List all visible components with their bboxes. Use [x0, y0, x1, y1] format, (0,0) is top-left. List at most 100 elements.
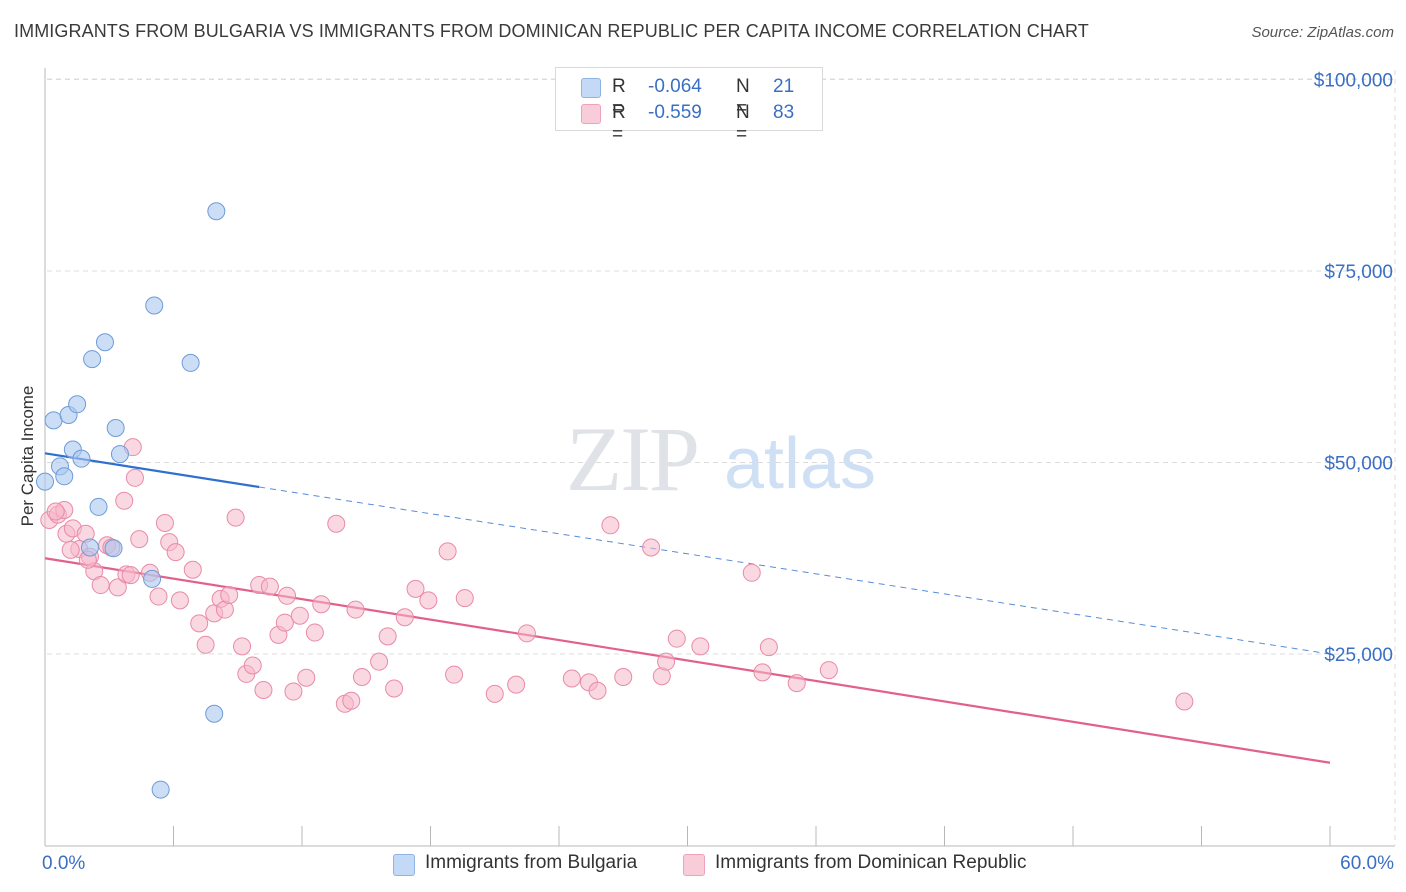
- point-dominican: [275, 613, 294, 632]
- point-dominican: [385, 679, 404, 698]
- point-dominican: [352, 667, 371, 686]
- point-dominican: [226, 508, 245, 527]
- y-axis-label: Per Capita Income: [18, 385, 37, 527]
- point-dominican: [115, 491, 134, 510]
- point-dominican: [170, 591, 189, 610]
- legend-n-value: 83: [773, 102, 795, 123]
- trend-line-bulgaria-extension: [259, 486, 1331, 655]
- legend-n-value: 21: [773, 76, 795, 97]
- point-dominican: [342, 691, 361, 710]
- point-dominican: [196, 635, 215, 654]
- point-dominican: [819, 661, 838, 680]
- point-dominican: [742, 563, 761, 582]
- legend-r-label: R =: [612, 102, 626, 145]
- point-dominican: [614, 667, 633, 686]
- point-dominican: [254, 681, 273, 700]
- point-dominican: [130, 530, 149, 549]
- y-tick-label: $100,000: [1314, 71, 1393, 92]
- y-tick-label: $75,000: [1324, 262, 1393, 283]
- point-dominican: [485, 684, 504, 703]
- point-dominican: [406, 579, 425, 598]
- point-dominican: [419, 591, 438, 610]
- point-dominican: [691, 637, 710, 656]
- point-bulgaria: [151, 780, 170, 799]
- series-label-dominican: Immigrants from Dominican Republic: [715, 852, 1027, 873]
- point-bulgaria: [72, 449, 91, 468]
- watermark-zip: ZIP: [566, 408, 698, 510]
- point-bulgaria: [83, 350, 102, 369]
- point-dominican: [517, 624, 536, 643]
- series-label-bulgaria: Immigrants from Bulgaria: [425, 852, 638, 873]
- point-dominican: [438, 542, 457, 561]
- legend-r-value: -0.559: [648, 102, 702, 123]
- x-tick-label-max: 60.0%: [1340, 853, 1394, 874]
- series-swatch-dominican: [683, 854, 705, 876]
- point-dominican: [588, 681, 607, 700]
- data-points: [36, 202, 1194, 799]
- point-dominican: [183, 560, 202, 579]
- tick-labels: $25,000 $50,000 $75,000 $100,000 0.0% 60.0%: [42, 71, 1394, 875]
- point-dominican: [284, 682, 303, 701]
- legend-r-value: -0.064: [648, 76, 702, 97]
- point-dominican: [260, 577, 279, 596]
- point-dominican: [753, 663, 772, 682]
- point-dominican: [166, 543, 185, 562]
- point-dominican: [278, 586, 297, 605]
- point-dominican: [305, 623, 324, 642]
- point-bulgaria: [44, 411, 63, 430]
- point-bulgaria: [36, 472, 54, 491]
- series-swatch-bulgaria: [393, 854, 415, 876]
- point-dominican: [370, 652, 389, 671]
- watermark: ZIP atlas: [566, 408, 876, 510]
- legend-r-label: R =: [612, 76, 626, 119]
- point-dominican: [290, 606, 309, 625]
- point-dominican: [667, 629, 686, 648]
- point-bulgaria: [80, 538, 99, 557]
- axes: [44, 68, 1395, 847]
- point-bulgaria: [68, 395, 87, 414]
- point-dominican: [507, 675, 526, 694]
- point-dominican: [190, 614, 209, 633]
- point-dominican: [297, 668, 316, 687]
- point-dominican: [243, 656, 262, 675]
- point-dominican: [601, 516, 620, 535]
- point-dominican: [149, 587, 168, 606]
- legend-swatch-bulgaria: [581, 78, 601, 98]
- point-bulgaria: [205, 704, 224, 723]
- point-dominican: [220, 586, 239, 605]
- point-dominican: [46, 502, 65, 521]
- point-dominican: [562, 669, 581, 688]
- point-dominican: [91, 576, 110, 595]
- legend-n-label: N =: [736, 102, 750, 145]
- point-dominican: [346, 600, 365, 619]
- point-dominican: [657, 652, 676, 671]
- y-tick-label: $25,000: [1324, 645, 1393, 666]
- y-tick-label: $50,000: [1324, 454, 1393, 475]
- x-tick-label-min: 0.0%: [42, 853, 85, 874]
- source-credit: Source: ZipAtlas.com: [1251, 24, 1394, 41]
- point-bulgaria: [145, 296, 164, 315]
- point-dominican: [233, 637, 252, 656]
- point-dominican: [108, 578, 127, 597]
- legend-n-label: N =: [736, 76, 750, 119]
- grid-lines: [47, 70, 1396, 845]
- page-title: IMMIGRANTS FROM BULGARIA VS IMMIGRANTS F…: [14, 21, 1089, 41]
- point-dominican: [787, 674, 806, 693]
- point-bulgaria: [143, 569, 162, 588]
- point-dominican: [378, 627, 397, 646]
- trend-line-dominican: [44, 557, 1331, 764]
- point-bulgaria: [181, 353, 200, 372]
- point-dominican: [312, 595, 331, 614]
- watermark-atlas: atlas: [724, 424, 876, 504]
- point-dominican: [395, 608, 414, 627]
- point-dominican: [61, 540, 80, 559]
- point-dominican: [155, 514, 174, 533]
- point-dominican: [121, 566, 140, 585]
- point-dominican: [759, 638, 778, 657]
- point-bulgaria: [95, 333, 114, 352]
- series-legend: Immigrants from Bulgaria Immigrants from…: [0, 852, 1406, 878]
- point-dominican: [455, 589, 474, 608]
- point-dominican: [445, 665, 464, 684]
- point-dominican: [125, 468, 144, 487]
